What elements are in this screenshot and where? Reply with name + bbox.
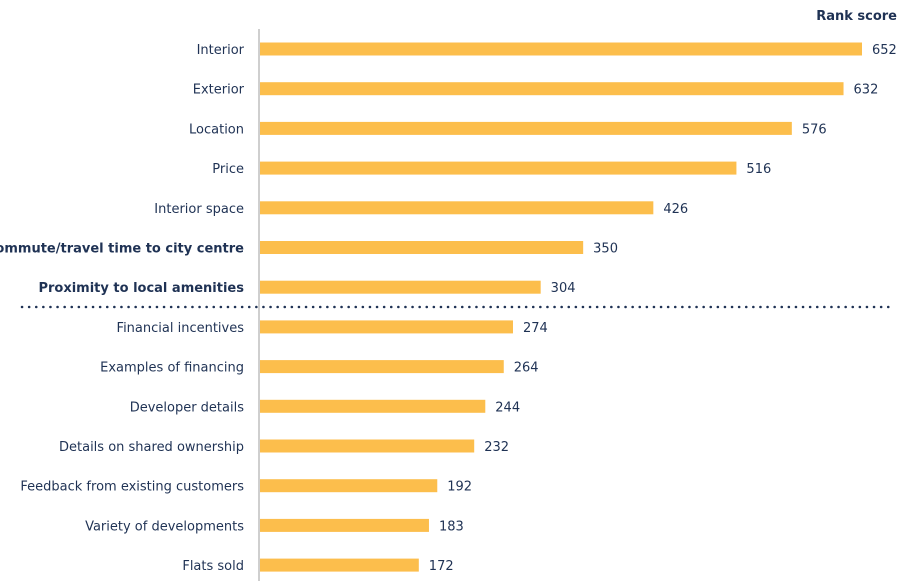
bar-interior [260, 42, 862, 56]
bar-interior-space [260, 201, 654, 215]
value-label-variety-of-developments: 183 [439, 519, 464, 534]
bar-commute-travel-time-to-city-centre [260, 241, 584, 254]
value-label-proximity-to-local-amenities: 304 [551, 281, 576, 296]
category-label-exterior: Exterior [193, 83, 245, 98]
value-label-price: 516 [746, 162, 771, 177]
category-label-flats-sold: Flats sold [182, 559, 244, 574]
bar-exterior [260, 82, 844, 96]
category-label-developer-details: Developer details [130, 400, 245, 415]
category-label-location: Location [189, 122, 244, 137]
category-label-variety-of-developments: Variety of developments [85, 519, 244, 534]
category-label-feedback-from-existing-customers: Feedback from existing customers [20, 480, 244, 495]
category-label-financial-incentives: Financial incentives [117, 321, 245, 336]
category-label-examples-of-financing: Examples of financing [100, 361, 244, 376]
category-label-commute-travel-time-to-city-centre: Commute/travel time to city centre [0, 242, 244, 257]
bar-details-on-shared-ownership [260, 439, 475, 453]
value-label-exterior: 632 [854, 83, 879, 98]
value-label-interior: 652 [872, 43, 897, 58]
value-label-feedback-from-existing-customers: 192 [447, 480, 472, 495]
value-label-location: 576 [802, 122, 827, 137]
category-label-interior: Interior [197, 43, 245, 58]
bar-financial-incentives [260, 320, 513, 334]
bar-location [260, 121, 792, 135]
value-label-developer-details: 244 [495, 400, 520, 415]
value-label-commute-travel-time-to-city-centre: 350 [593, 242, 618, 257]
category-label-proximity-to-local-amenities: Proximity to local amenities [38, 281, 244, 296]
category-label-interior-space: Interior space [154, 202, 244, 217]
value-label-flats-sold: 172 [429, 559, 454, 574]
value-label-financial-incentives: 274 [523, 321, 548, 336]
bar-proximity-to-local-amenities [260, 280, 541, 294]
bar-variety-of-developments [260, 518, 429, 532]
value-label-details-on-shared-ownership: 232 [484, 440, 509, 455]
bar-feedback-from-existing-customers [260, 479, 438, 493]
bar-developer-details [260, 399, 486, 413]
category-label-price: Price [212, 162, 244, 177]
bar-price [260, 161, 737, 175]
value-header: Rank score [816, 9, 897, 24]
value-label-examples-of-financing: 264 [514, 361, 539, 376]
category-label-details-on-shared-ownership: Details on shared ownership [59, 440, 244, 455]
bar-examples-of-financing [260, 360, 504, 374]
bar-flats-sold [260, 558, 419, 572]
value-label-interior-space: 426 [663, 202, 688, 217]
